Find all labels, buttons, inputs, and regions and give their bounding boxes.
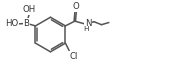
- Text: OH: OH: [22, 5, 36, 14]
- Text: N: N: [85, 19, 91, 28]
- Text: Cl: Cl: [70, 52, 78, 61]
- Text: O: O: [72, 2, 79, 11]
- Text: H: H: [84, 26, 89, 32]
- Text: B: B: [24, 19, 30, 28]
- Text: HO: HO: [5, 19, 18, 28]
